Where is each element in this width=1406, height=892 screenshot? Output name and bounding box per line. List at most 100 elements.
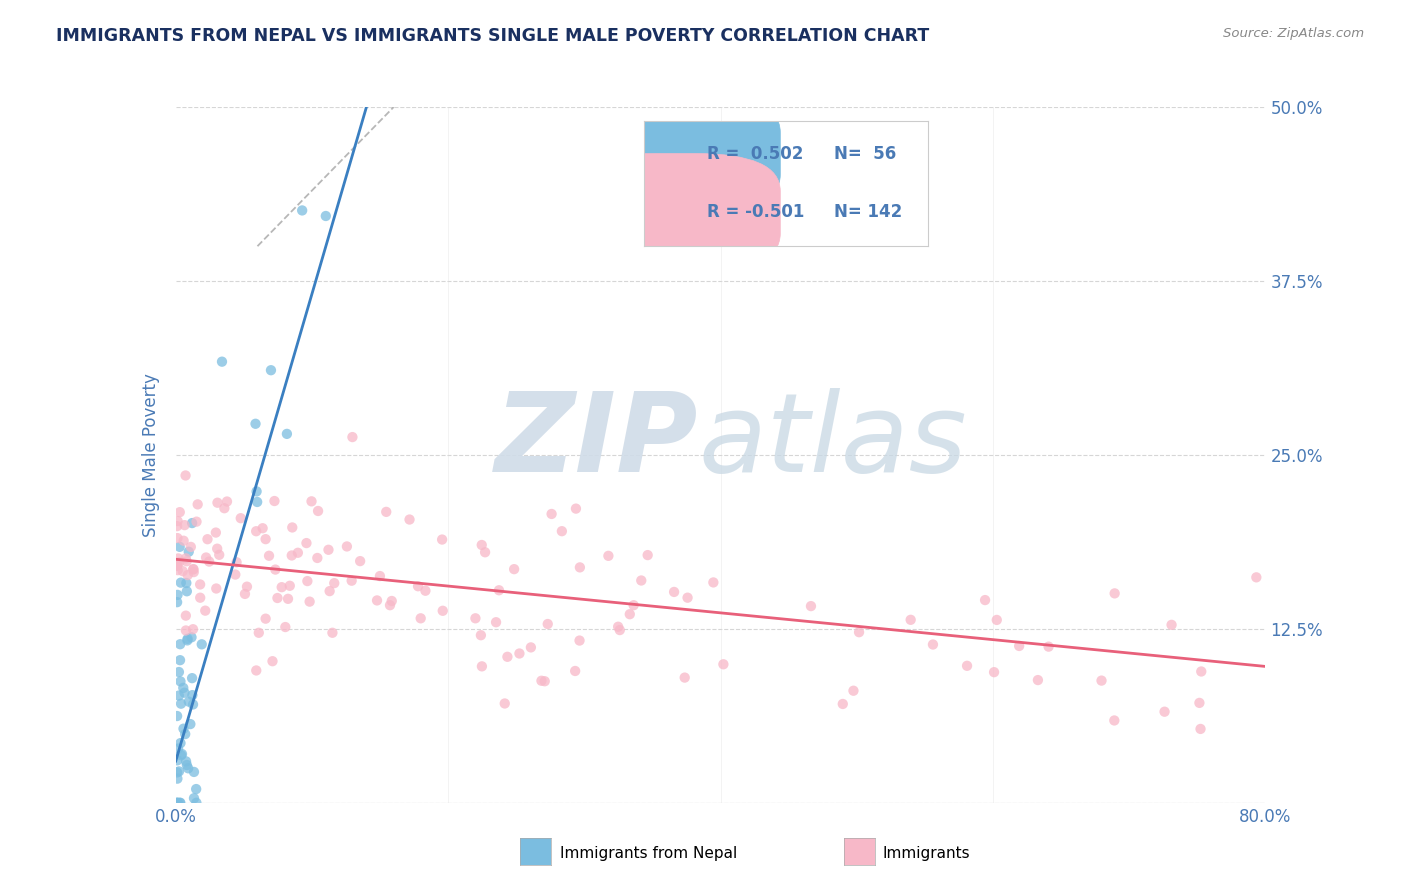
Point <box>1188 696 1211 710</box>
Point <box>278 579 301 593</box>
Text: ZIP: ZIP <box>495 387 699 494</box>
Point <box>713 657 735 672</box>
Point <box>406 579 429 593</box>
Point <box>170 747 193 761</box>
Point <box>181 622 204 636</box>
Point <box>167 551 190 566</box>
Point <box>177 568 200 582</box>
Point <box>166 514 188 528</box>
Point <box>205 582 228 596</box>
Point <box>564 664 586 678</box>
Point <box>318 542 340 557</box>
Point <box>276 426 298 441</box>
Point <box>281 520 304 534</box>
Point <box>181 698 204 712</box>
Point <box>173 518 195 533</box>
Point <box>349 554 371 568</box>
Point <box>166 595 188 609</box>
Point <box>1038 640 1060 654</box>
Point <box>432 604 454 618</box>
Point <box>848 625 870 640</box>
Point <box>177 761 200 775</box>
Point <box>169 637 191 651</box>
Point <box>169 736 191 750</box>
Point <box>291 203 314 218</box>
Point <box>170 748 193 763</box>
Point <box>167 741 190 756</box>
Point <box>474 545 496 559</box>
Point <box>173 686 195 700</box>
Point <box>181 688 204 702</box>
Point <box>537 617 560 632</box>
Point <box>166 796 188 810</box>
Point <box>176 633 198 648</box>
Point <box>195 550 218 565</box>
Point <box>297 574 319 588</box>
Point <box>430 533 453 547</box>
Point <box>170 697 193 711</box>
Point <box>172 681 194 695</box>
Point <box>900 613 922 627</box>
Point <box>702 575 724 590</box>
Point <box>315 209 337 223</box>
Point <box>260 363 283 377</box>
Point <box>485 615 508 630</box>
Point <box>530 673 553 688</box>
Point <box>215 494 238 508</box>
Point <box>166 772 188 786</box>
Point <box>170 575 193 590</box>
Point <box>229 511 252 525</box>
Point <box>176 576 198 591</box>
Point <box>409 611 432 625</box>
Point <box>956 658 979 673</box>
Text: IMMIGRANTS FROM NEPAL VS IMMIGRANTS SINGLE MALE POVERTY CORRELATION CHART: IMMIGRANTS FROM NEPAL VS IMMIGRANTS SING… <box>56 27 929 45</box>
Point <box>623 598 645 612</box>
Point <box>842 683 865 698</box>
Point <box>194 604 217 618</box>
Point <box>247 625 270 640</box>
Point <box>520 640 543 655</box>
Point <box>166 558 188 572</box>
Point <box>1026 673 1049 687</box>
Point <box>336 540 359 554</box>
Point <box>986 613 1008 627</box>
Point <box>197 532 219 546</box>
Point <box>169 796 191 810</box>
Point <box>174 608 197 623</box>
Point <box>1008 639 1031 653</box>
Point <box>180 540 202 554</box>
Point <box>176 584 198 599</box>
Point <box>1153 705 1175 719</box>
Point <box>630 574 652 588</box>
Point <box>245 417 267 431</box>
Point <box>983 665 1005 680</box>
Point <box>181 562 204 576</box>
Point <box>287 546 309 560</box>
Point <box>254 532 277 546</box>
Point <box>540 507 562 521</box>
Point <box>1189 722 1212 736</box>
Point <box>174 624 197 638</box>
Point <box>177 545 200 559</box>
Point <box>254 612 277 626</box>
Point <box>176 758 198 772</box>
Point <box>598 549 620 563</box>
Point <box>181 671 204 685</box>
Point <box>1246 570 1268 584</box>
Point <box>186 515 208 529</box>
Point <box>183 565 205 579</box>
Point <box>179 717 201 731</box>
Point <box>245 484 267 499</box>
Point <box>274 620 297 634</box>
Text: atlas: atlas <box>699 387 967 494</box>
Point <box>174 755 197 769</box>
Point <box>173 533 195 548</box>
Point <box>568 560 591 574</box>
Point <box>503 562 526 576</box>
Point <box>246 495 269 509</box>
Point <box>974 593 997 607</box>
Point <box>619 607 641 622</box>
Point <box>245 664 267 678</box>
Point <box>167 796 190 810</box>
Point <box>166 765 188 780</box>
